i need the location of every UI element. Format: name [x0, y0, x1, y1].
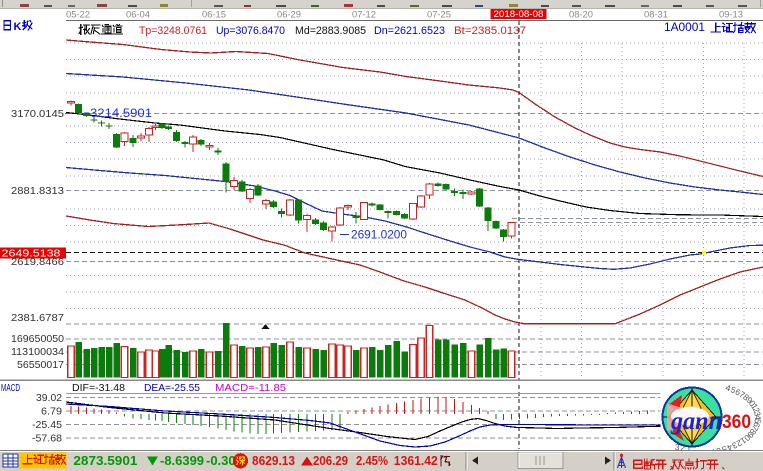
svg-text:3214.5901: 3214.5901	[90, 108, 152, 120]
svg-text:1: 1	[749, 402, 760, 411]
svg-text:-8.6399: -8.6399	[160, 453, 204, 468]
svg-text:56550017: 56550017	[17, 359, 64, 371]
svg-text:Bt=2385.0137: Bt=2385.0137	[454, 25, 526, 37]
svg-text:1: 1	[686, 443, 691, 453]
svg-text:8629.13: 8629.13	[252, 453, 295, 468]
svg-text:2: 2	[735, 438, 744, 449]
svg-text:Up=3076.8470: Up=3076.8470	[216, 25, 285, 37]
svg-text:4: 4	[753, 415, 763, 420]
svg-text:K: K	[14, 21, 22, 33]
svg-text:5: 5	[729, 384, 738, 395]
svg-text:2873.5901: 2873.5901	[73, 453, 137, 468]
svg-text:Tp=3248.0761: Tp=3248.0761	[139, 25, 207, 37]
svg-text:360: 360	[722, 412, 751, 433]
svg-text:06-15: 06-15	[202, 10, 226, 21]
svg-text:gann: gann	[670, 408, 722, 435]
svg-text:07-25: 07-25	[427, 10, 451, 21]
svg-text:-57.68: -57.68	[32, 433, 62, 445]
svg-text:3: 3	[752, 410, 763, 417]
svg-text:9: 9	[745, 430, 756, 441]
svg-text:Dn=2621.6523: Dn=2621.6523	[374, 25, 445, 37]
svg-text:2619.8466: 2619.8466	[11, 256, 64, 268]
svg-text:DEA=-25.55: DEA=-25.55	[144, 382, 200, 394]
svg-text:3: 3	[730, 440, 739, 451]
svg-text:4: 4	[724, 382, 732, 393]
svg-text:2: 2	[680, 442, 686, 452]
svg-text:1: 1	[738, 435, 748, 446]
svg-text:6: 6	[734, 387, 743, 398]
svg-text:206.29: 206.29	[313, 453, 348, 468]
svg-text:2691.0200: 2691.0200	[351, 230, 407, 242]
svg-text:09-13: 09-13	[719, 10, 743, 21]
svg-text:08-31: 08-31	[644, 10, 668, 21]
svg-text:113100034: 113100034	[11, 346, 64, 358]
svg-text:7: 7	[738, 389, 748, 400]
svg-text:1A0001: 1A0001	[664, 22, 705, 34]
svg-text:3: 3	[674, 442, 680, 453]
svg-text:2649.5138: 2649.5138	[2, 248, 61, 260]
svg-text:4: 4	[726, 442, 734, 453]
svg-text:0: 0	[747, 398, 758, 408]
svg-text:1361.42: 1361.42	[394, 453, 438, 468]
svg-text:9: 9	[744, 395, 755, 406]
svg-text:07-12: 07-12	[352, 10, 376, 21]
svg-text:0: 0	[742, 433, 752, 444]
svg-text:06-04: 06-04	[126, 10, 150, 21]
svg-text:5: 5	[720, 444, 728, 455]
svg-text:08-20: 08-20	[569, 10, 593, 21]
svg-text:6.79: 6.79	[41, 406, 62, 418]
svg-text:-25.45: -25.45	[32, 419, 62, 431]
svg-text:06-29: 06-29	[277, 10, 301, 21]
svg-text:7: 7	[750, 424, 761, 433]
svg-text:05-22: 05-22	[66, 10, 90, 21]
svg-text:8: 8	[748, 427, 759, 437]
svg-text:39.02: 39.02	[36, 392, 62, 404]
svg-text:6: 6	[751, 421, 762, 429]
svg-text:DIF=-31.48: DIF=-31.48	[72, 382, 125, 394]
svg-text:Md=2883.9085: Md=2883.9085	[295, 25, 366, 37]
svg-text:MACD: MACD	[1, 382, 20, 394]
svg-text:2: 2	[751, 406, 762, 414]
svg-text:3170.0145: 3170.0145	[11, 108, 64, 120]
svg-text:169650050: 169650050	[11, 333, 64, 345]
svg-text:MACD=-11.85: MACD=-11.85	[215, 382, 286, 394]
svg-text:2.45%: 2.45%	[356, 453, 388, 468]
svg-text:2881.8313: 2881.8313	[11, 185, 64, 197]
svg-text:2018-08-08: 2018-08-08	[494, 9, 544, 20]
svg-text:5: 5	[752, 418, 763, 425]
svg-text:2381.6787: 2381.6787	[11, 312, 64, 324]
svg-text:8: 8	[741, 392, 751, 403]
